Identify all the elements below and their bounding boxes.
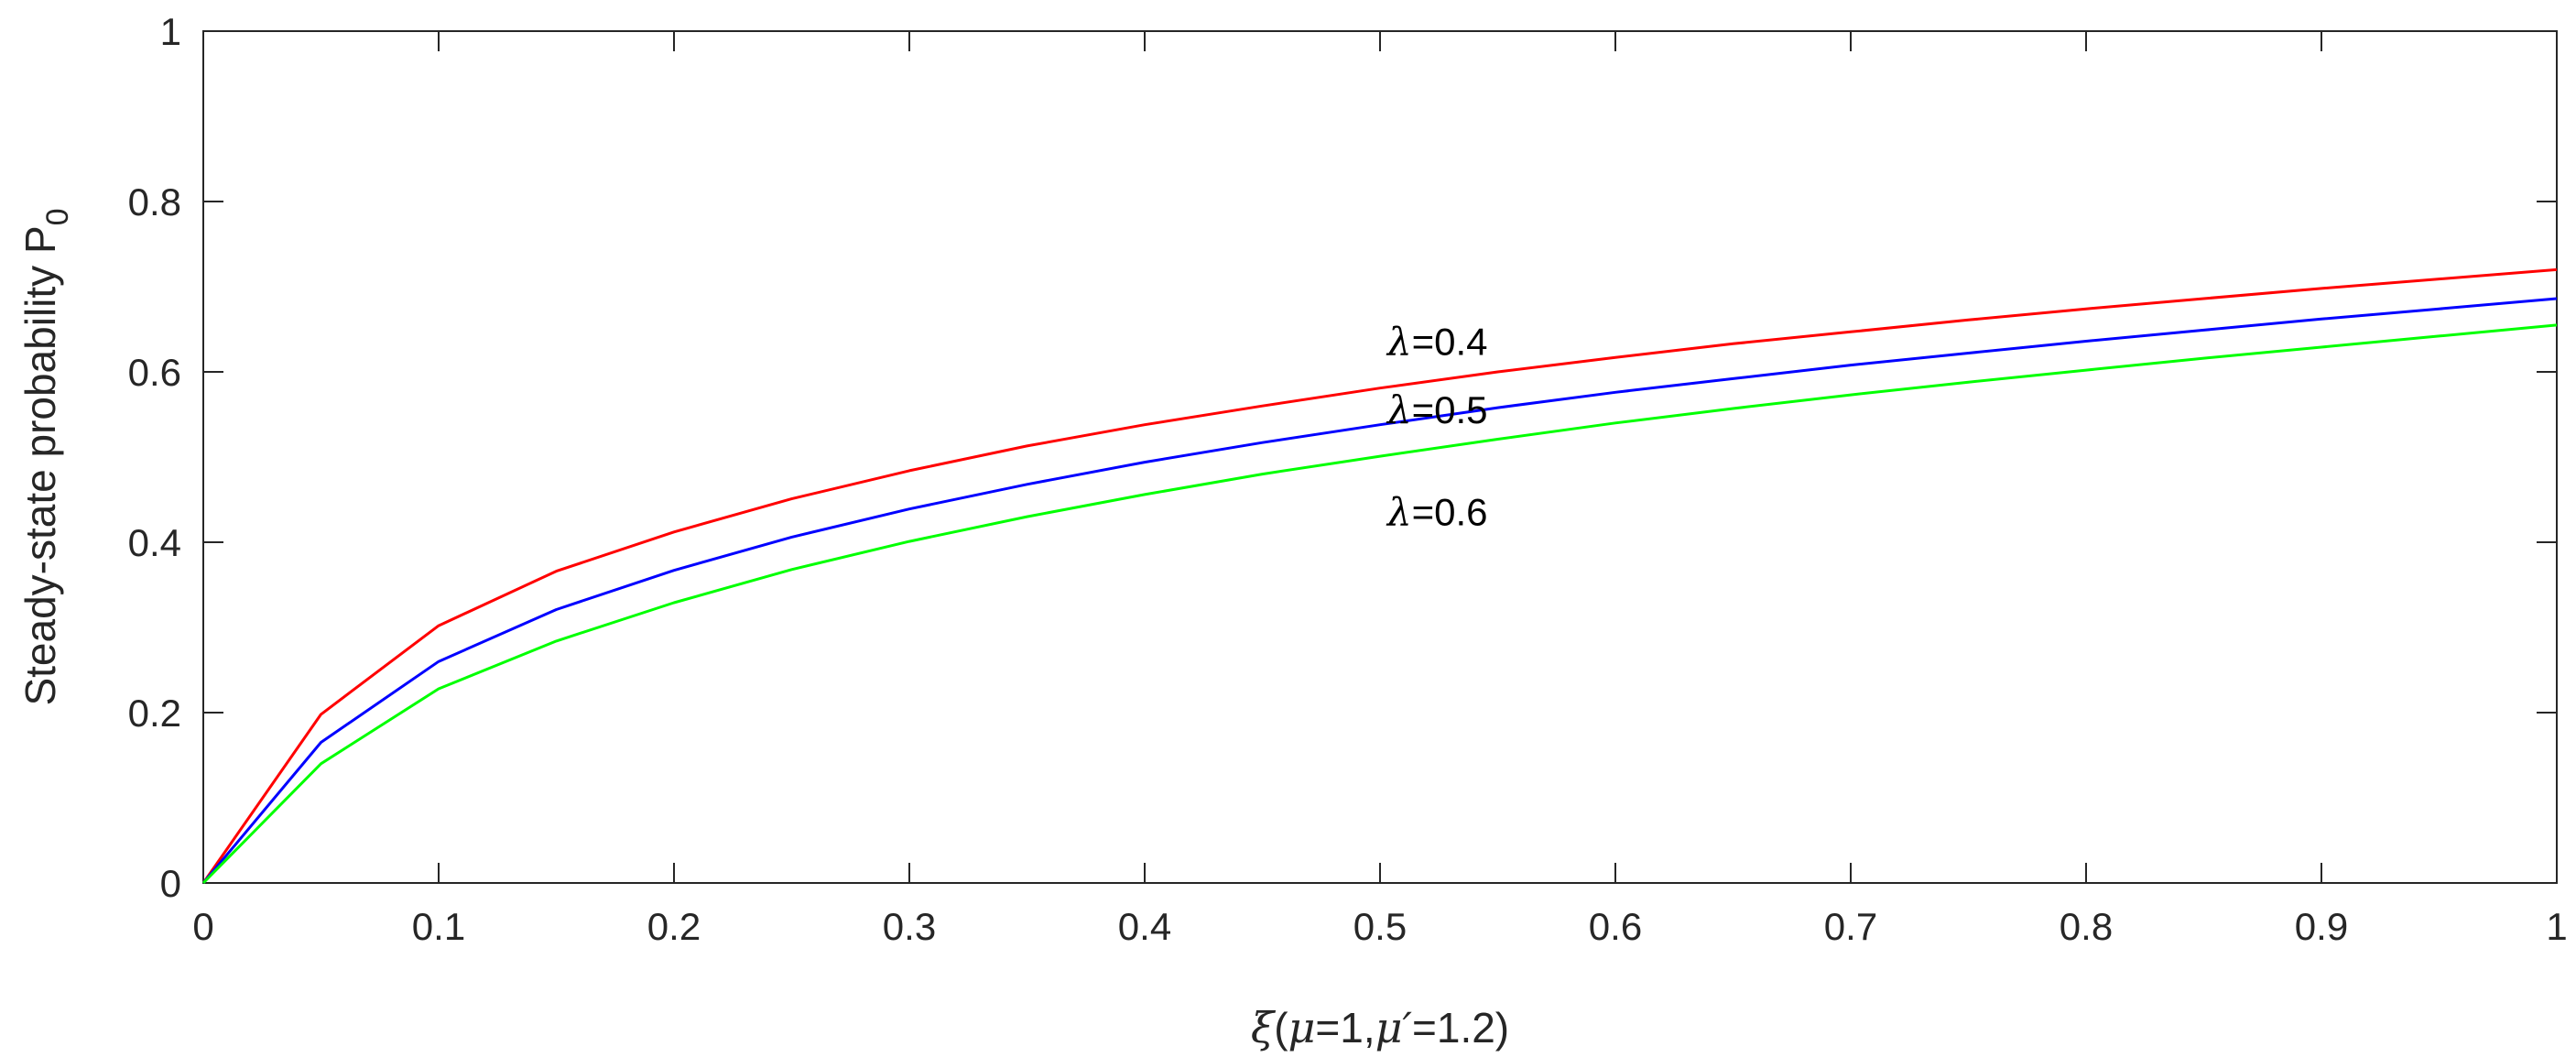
x-tick-label: 0.8 bbox=[2060, 905, 2113, 948]
x-tick-label: 0 bbox=[192, 905, 213, 948]
series-annotation-1: λ=0.5 bbox=[1386, 387, 1488, 432]
x-tick-label: 0.5 bbox=[1353, 905, 1407, 948]
series-line-0 bbox=[201, 267, 2558, 884]
x-tick-label: 0.4 bbox=[1118, 905, 1171, 948]
y-tick-label: 0.6 bbox=[128, 351, 181, 394]
x-tick-label: 0.3 bbox=[883, 905, 936, 948]
series-layer bbox=[201, 267, 2558, 885]
y-tick-label: 0.2 bbox=[128, 692, 181, 735]
axis-ticks: 0 0.1 0.2 0.3 0.4 0.5 0.6 0.7 0.8 0.9 1 0 0.2 0.4 0.6 0… bbox=[128, 10, 2568, 948]
x-tick-label: 0.2 bbox=[647, 905, 701, 948]
series-line-2 bbox=[201, 323, 2558, 885]
annotation-layer: λ=0.4 λ=0.5 λ=0.6 bbox=[1386, 319, 1488, 534]
series-line-1 bbox=[201, 297, 2558, 884]
y-axis-label: Steady-state probability P0 bbox=[16, 208, 75, 705]
y-tick-label: 1 bbox=[160, 10, 181, 53]
x-tick-label: 0.9 bbox=[2295, 905, 2348, 948]
x-tick-label: 0.1 bbox=[412, 905, 465, 948]
x-tick-label: 1 bbox=[2546, 905, 2567, 948]
y-tick-label: 0.8 bbox=[128, 180, 181, 223]
x-tick-label: 0.6 bbox=[1589, 905, 1642, 948]
series-annotation-2: λ=0.6 bbox=[1386, 489, 1488, 534]
x-tick-label: 0.7 bbox=[1824, 905, 1877, 948]
y-tick-label: 0.4 bbox=[128, 521, 181, 564]
y-tick-label: 0 bbox=[160, 862, 181, 905]
series-annotation-0: λ=0.4 bbox=[1386, 319, 1488, 364]
x-axis-label: ξ(μ=1,μ′=1.2) bbox=[1251, 1003, 1509, 1052]
